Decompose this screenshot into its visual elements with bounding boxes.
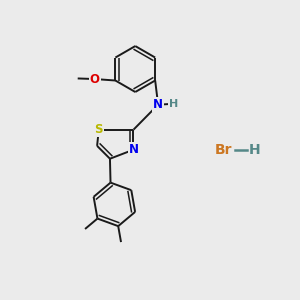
Text: S: S <box>94 123 103 136</box>
Text: Br: Br <box>215 143 232 157</box>
Text: H: H <box>169 99 178 109</box>
Text: O: O <box>90 73 100 85</box>
Text: N: N <box>128 143 139 156</box>
Text: N: N <box>153 98 163 111</box>
Text: H: H <box>249 143 260 157</box>
